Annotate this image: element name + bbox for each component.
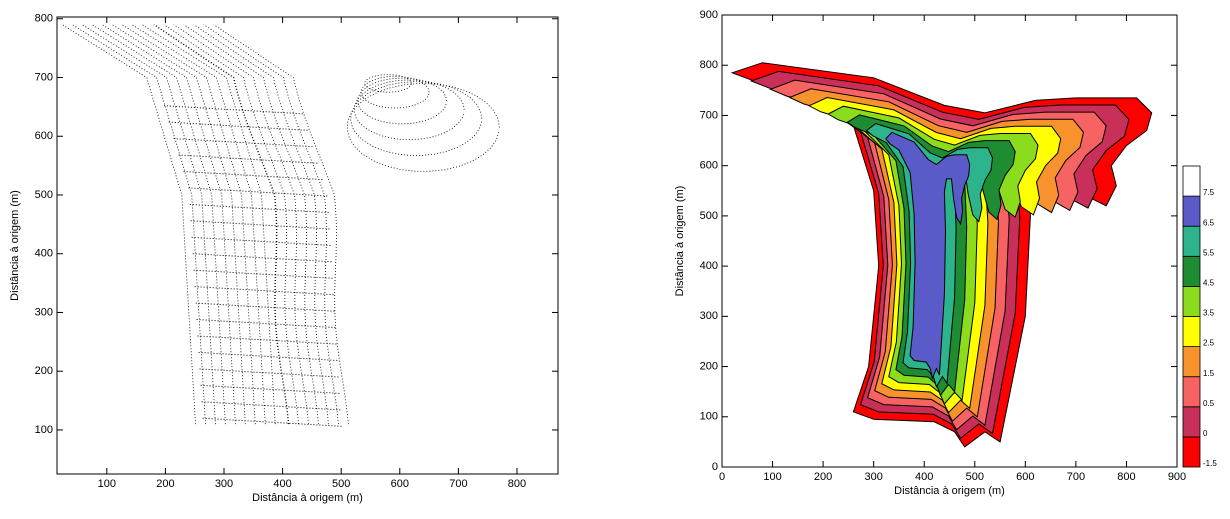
y-tick-label: 600 xyxy=(35,130,53,142)
colorbar-label: 2.5 xyxy=(1203,339,1215,348)
y-tick-label: 500 xyxy=(35,189,53,201)
survey-line xyxy=(112,25,245,425)
y-tick-label: 800 xyxy=(35,13,53,25)
survey-line xyxy=(62,25,195,425)
cross-section xyxy=(195,287,336,295)
survey-line xyxy=(347,83,499,171)
y-tick-label: 400 xyxy=(700,260,718,272)
survey-line xyxy=(361,76,429,108)
cross-section xyxy=(184,172,325,180)
x-tick-label: 0 xyxy=(719,471,725,483)
y-tick-label: 200 xyxy=(700,360,718,372)
y-tick-label: 700 xyxy=(35,71,53,83)
colorbar-label: 7.5 xyxy=(1203,188,1215,197)
x-tick-label: 100 xyxy=(763,471,781,483)
colorbar-box xyxy=(1183,347,1200,377)
y-tick-label: 200 xyxy=(35,365,53,377)
cross-section xyxy=(191,221,332,229)
x-tick-label: 400 xyxy=(273,478,291,490)
x-tick-label: 600 xyxy=(391,478,409,490)
y-tick-label: 0 xyxy=(712,461,718,473)
x-tick-label: 500 xyxy=(966,471,984,483)
colorbar-label: 0 xyxy=(1203,429,1208,438)
y-tick-label: 800 xyxy=(700,59,718,71)
cross-section xyxy=(199,352,340,360)
colorbar-box xyxy=(1183,407,1200,437)
survey-lines xyxy=(62,25,499,427)
cross-section xyxy=(200,369,341,377)
colorbar-box xyxy=(1183,286,1200,316)
y-tick-label: 700 xyxy=(700,109,718,121)
colorbar-label: 5.5 xyxy=(1203,248,1215,257)
x-tick-label: 300 xyxy=(215,478,233,490)
x-tick-label: 400 xyxy=(915,471,933,483)
survey-line xyxy=(82,25,215,425)
y-tick-label: 300 xyxy=(700,310,718,322)
colorbar-label: 3.5 xyxy=(1203,309,1215,318)
y-tick-label: 400 xyxy=(35,248,53,260)
x-axis-label: Distância à origem (m) xyxy=(252,492,363,504)
y-axis-label: Distância à origem (m) xyxy=(9,190,21,301)
y-tick-label: 300 xyxy=(35,306,53,318)
colorbar-box xyxy=(1183,256,1200,286)
x-tick-label: 500 xyxy=(332,478,350,490)
cross-section xyxy=(179,155,320,163)
colorbar-label: 6.5 xyxy=(1203,218,1215,227)
colorbar-label: 1.5 xyxy=(1203,369,1215,378)
cross-section xyxy=(190,204,331,212)
survey-line xyxy=(102,25,235,425)
survey-line xyxy=(154,25,289,425)
colorbar-box xyxy=(1183,377,1200,407)
survey-line xyxy=(174,25,309,425)
x-axis-label: Distância à origem (m) xyxy=(894,485,1005,497)
colorbar-box xyxy=(1183,196,1200,226)
colorbar-box xyxy=(1183,226,1200,256)
cross-section xyxy=(202,402,343,410)
cross-section xyxy=(203,418,344,426)
colorbar-label: 4.5 xyxy=(1203,279,1215,288)
x-tick-label: 200 xyxy=(814,471,832,483)
y-tick-label: 600 xyxy=(700,160,718,172)
survey-line xyxy=(122,25,255,425)
survey-line xyxy=(354,80,464,140)
colorbar-box xyxy=(1183,437,1200,467)
survey-line xyxy=(351,82,482,156)
cross-section xyxy=(192,237,333,245)
cross-section xyxy=(174,139,315,147)
cross-section xyxy=(193,254,334,262)
survey-line xyxy=(164,25,299,425)
x-tick-label: 700 xyxy=(449,478,467,490)
cross-section xyxy=(197,320,338,328)
y-tick-label: 100 xyxy=(35,424,53,436)
figure: 100 200 300 400 500 600 700 800 100 200 300 400 500 6… xyxy=(0,0,1230,519)
cross-section xyxy=(189,188,330,196)
x-tick-label: 100 xyxy=(98,478,116,490)
survey-line xyxy=(142,25,275,425)
y-tick-label: 100 xyxy=(700,411,718,423)
plot-frame xyxy=(57,17,558,474)
y-axis-label: Distância à origem (m) xyxy=(674,186,686,297)
survey-line xyxy=(72,25,205,425)
survey-line xyxy=(214,25,349,425)
colorbar-label: 0.5 xyxy=(1203,399,1215,408)
colorbar-box xyxy=(1183,166,1200,196)
cross-section xyxy=(194,270,335,278)
x-tick-label: 900 xyxy=(1168,471,1186,483)
x-tick-label: 800 xyxy=(508,478,526,490)
survey-line xyxy=(204,25,339,425)
y-tick-label: 500 xyxy=(700,210,718,222)
colorbar-box xyxy=(1183,317,1200,347)
colorbar-label: -1.5 xyxy=(1203,459,1217,468)
x-tick-label: 700 xyxy=(1067,471,1085,483)
x-tick-label: 600 xyxy=(1016,471,1034,483)
survey-line xyxy=(92,25,225,425)
x-tick-label: 200 xyxy=(156,478,174,490)
cross-section xyxy=(201,385,342,393)
survey-line xyxy=(194,25,329,425)
x-tick-label: 800 xyxy=(1117,471,1135,483)
y-tick-label: 900 xyxy=(700,9,718,21)
x-tick-label: 300 xyxy=(864,471,882,483)
